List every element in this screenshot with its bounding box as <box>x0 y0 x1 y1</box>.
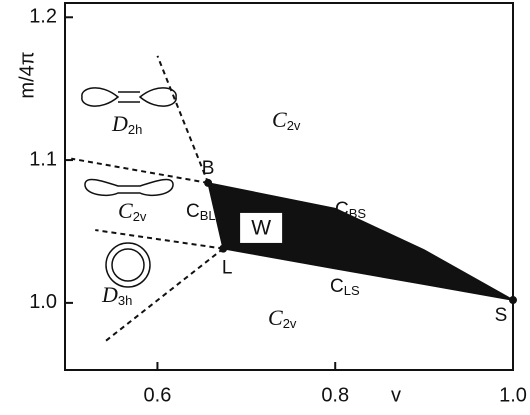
region-label: D2h <box>111 111 142 137</box>
shape-icons <box>82 88 176 287</box>
boundary-label: CLS <box>330 276 360 298</box>
region-label: C2v <box>272 107 301 133</box>
y-tick-label: 1.2 <box>29 6 57 28</box>
x-tick-label: 0.8 <box>321 384 349 406</box>
point-label: L <box>222 258 233 279</box>
boundary-label: CBL <box>186 201 216 223</box>
region-label: D3h <box>101 282 132 308</box>
icon-2h <box>82 88 176 106</box>
point <box>219 245 227 253</box>
icon-ring-inner <box>112 249 144 281</box>
point <box>509 296 517 304</box>
point-label: B <box>202 158 215 179</box>
x-axis-label: v <box>391 384 401 406</box>
region-label: C2v <box>268 305 297 331</box>
y-tick-label: 1.1 <box>29 148 57 170</box>
x-tick-label: 0.6 <box>144 384 172 406</box>
x-tick-label: 1.0 <box>499 384 527 406</box>
point-label: S <box>495 305 508 326</box>
region-label: C2v <box>118 198 147 224</box>
y-axis-label: m/4π <box>16 51 38 98</box>
phase-boundary <box>157 56 208 183</box>
region-label: W <box>251 216 271 239</box>
point <box>204 179 212 187</box>
y-tick-label: 1.0 <box>29 291 57 313</box>
icon-2v <box>85 180 173 196</box>
chart: m/4π v D2h C2v C2v D3h C2v CBL CBS CLS 0… <box>0 0 530 415</box>
phase-boundary <box>95 230 223 249</box>
